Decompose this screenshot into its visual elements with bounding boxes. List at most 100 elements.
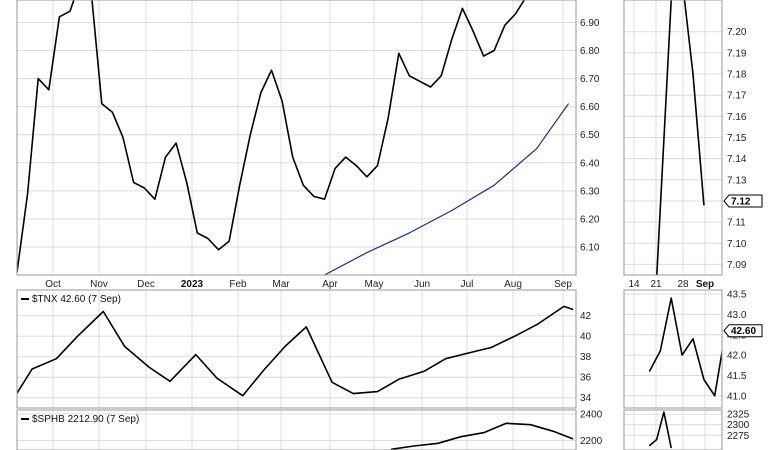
tnx-inset-data-point — [703, 379, 705, 380]
sphb-data-point — [505, 422, 507, 424]
tnx-data-point — [537, 323, 539, 325]
sphb-series-line — [391, 422, 574, 450]
main-data-point — [207, 238, 209, 239]
main-y-tick: 6.80 — [580, 46, 600, 57]
main-data-point — [101, 103, 103, 105]
sphb-y-tick: 2400 — [580, 410, 603, 421]
main-data-point — [112, 111, 113, 113]
inset-y-tick: 7.10 — [727, 239, 747, 250]
tnx-data-point — [398, 378, 400, 380]
inset-y-tick: 7.13 — [727, 175, 747, 186]
main-data-point — [451, 210, 453, 211]
tnx-data-point — [77, 335, 78, 337]
tnx-inset-data-point — [681, 354, 683, 356]
main-data-point — [387, 117, 389, 119]
main-data-point — [366, 176, 368, 178]
tnx-data-point — [445, 358, 447, 360]
main-data-point — [493, 184, 495, 186]
inset-panel: 7.09 7.10 7.11 7.12 7.13 7.14 7.15 7.16 7.17 7.18… — [623, 0, 763, 290]
main-data-point — [440, 75, 442, 77]
main-data-point — [334, 168, 336, 169]
main-y-tick: 6.20 — [580, 214, 600, 225]
sphb-inset-y-tick: 2275 — [727, 431, 750, 442]
main-x-tick: Apr — [322, 279, 338, 290]
inset-last-value-box — [723, 194, 763, 208]
tnx-inset-data-point — [692, 338, 694, 340]
tnx-data-point — [284, 346, 286, 347]
tnx-y-tick: 34 — [580, 393, 592, 404]
tnx-data-point — [331, 381, 333, 383]
main-y-tick: 6.70 — [580, 74, 600, 85]
main-y-tick: 6.60 — [580, 102, 600, 113]
tnx-data-point — [11, 403, 12, 404]
inset-x-tick: 21 — [650, 279, 662, 290]
inset-y-tick: 7.15 — [727, 133, 747, 144]
tnx-data-point — [195, 354, 197, 355]
main-data-point — [154, 198, 156, 200]
sphb-legend-swatch — [21, 418, 29, 420]
tnx-data-point — [516, 334, 518, 336]
tnx-inset-data-point — [649, 371, 650, 372]
main-x-tick: Jun — [414, 279, 430, 290]
main-data-point — [430, 86, 431, 88]
main-data-point — [451, 38, 453, 40]
tnx-data-point — [169, 380, 171, 382]
sphb-data-point — [413, 445, 415, 447]
inset-data-point — [692, 73, 694, 75]
tnx-data-point — [490, 347, 492, 348]
inset-y-tick: 7.14 — [727, 154, 747, 165]
main-data-point — [239, 184, 241, 186]
inset-y-tick: 7.16 — [727, 112, 747, 123]
main-data-point — [260, 92, 262, 93]
tnx-data-point — [263, 369, 265, 371]
main-data-point — [218, 249, 219, 251]
main-data-point — [302, 184, 304, 186]
main-series-line — [324, 103, 569, 275]
tnx-data-point — [563, 306, 565, 307]
tnx-data-point — [352, 393, 354, 394]
tnx-data-point — [424, 370, 425, 372]
tnx-inset-y-tick: 42.0 — [727, 351, 747, 362]
inset-series-group — [656, 0, 705, 275]
sphb-inset-data-point — [649, 445, 650, 447]
sphb-inset-data-point — [656, 439, 658, 440]
sphb-y-tick: 2200 — [580, 436, 603, 447]
main-x-tick: Dec — [137, 279, 155, 290]
main-x-tick: May — [365, 279, 384, 290]
tnx-inset-frame — [623, 289, 723, 409]
main-data-point — [143, 187, 145, 189]
main-x-tick: Jul — [461, 279, 474, 290]
main-x-tick: Nov — [90, 279, 108, 290]
inset-x-tick: Sep — [696, 279, 714, 290]
main-data-point — [48, 89, 50, 91]
main-data-point — [292, 156, 294, 158]
main-data-point — [568, 103, 569, 105]
inset-data-point — [703, 204, 705, 206]
main-data-point — [409, 75, 410, 77]
main-y-tick: 6.10 — [580, 242, 600, 253]
sphb-series-group — [390, 422, 574, 450]
main-y-tick: 6.50 — [580, 130, 600, 141]
sphb-frame — [16, 409, 577, 450]
main-data-point — [281, 100, 283, 102]
tnx-data-point — [148, 366, 150, 368]
tnx-data-point — [102, 311, 104, 312]
tnx-y-tick: 38 — [580, 352, 592, 363]
inset-series-line — [656, 0, 705, 275]
main-data-point — [409, 232, 410, 234]
tnx-inset-last-value-tag: 42.60 — [723, 324, 763, 338]
tnx-y-tick: 42 — [580, 311, 592, 322]
tnx-inset-y-tick: 43.0 — [727, 310, 747, 321]
tnx-series-line — [17, 305, 574, 397]
main-data-point — [122, 137, 124, 138]
main-data-point — [355, 165, 357, 167]
main-y-tick: 6.30 — [580, 186, 600, 197]
main-x-tick: Aug — [504, 279, 522, 290]
tnx-data-point — [305, 326, 307, 328]
sphb-data-point — [483, 432, 484, 434]
inset-x-tick: 14 — [628, 279, 640, 290]
main-y-tick: 6.40 — [580, 158, 600, 169]
inset-last-value-label: 7.12 — [731, 196, 751, 207]
